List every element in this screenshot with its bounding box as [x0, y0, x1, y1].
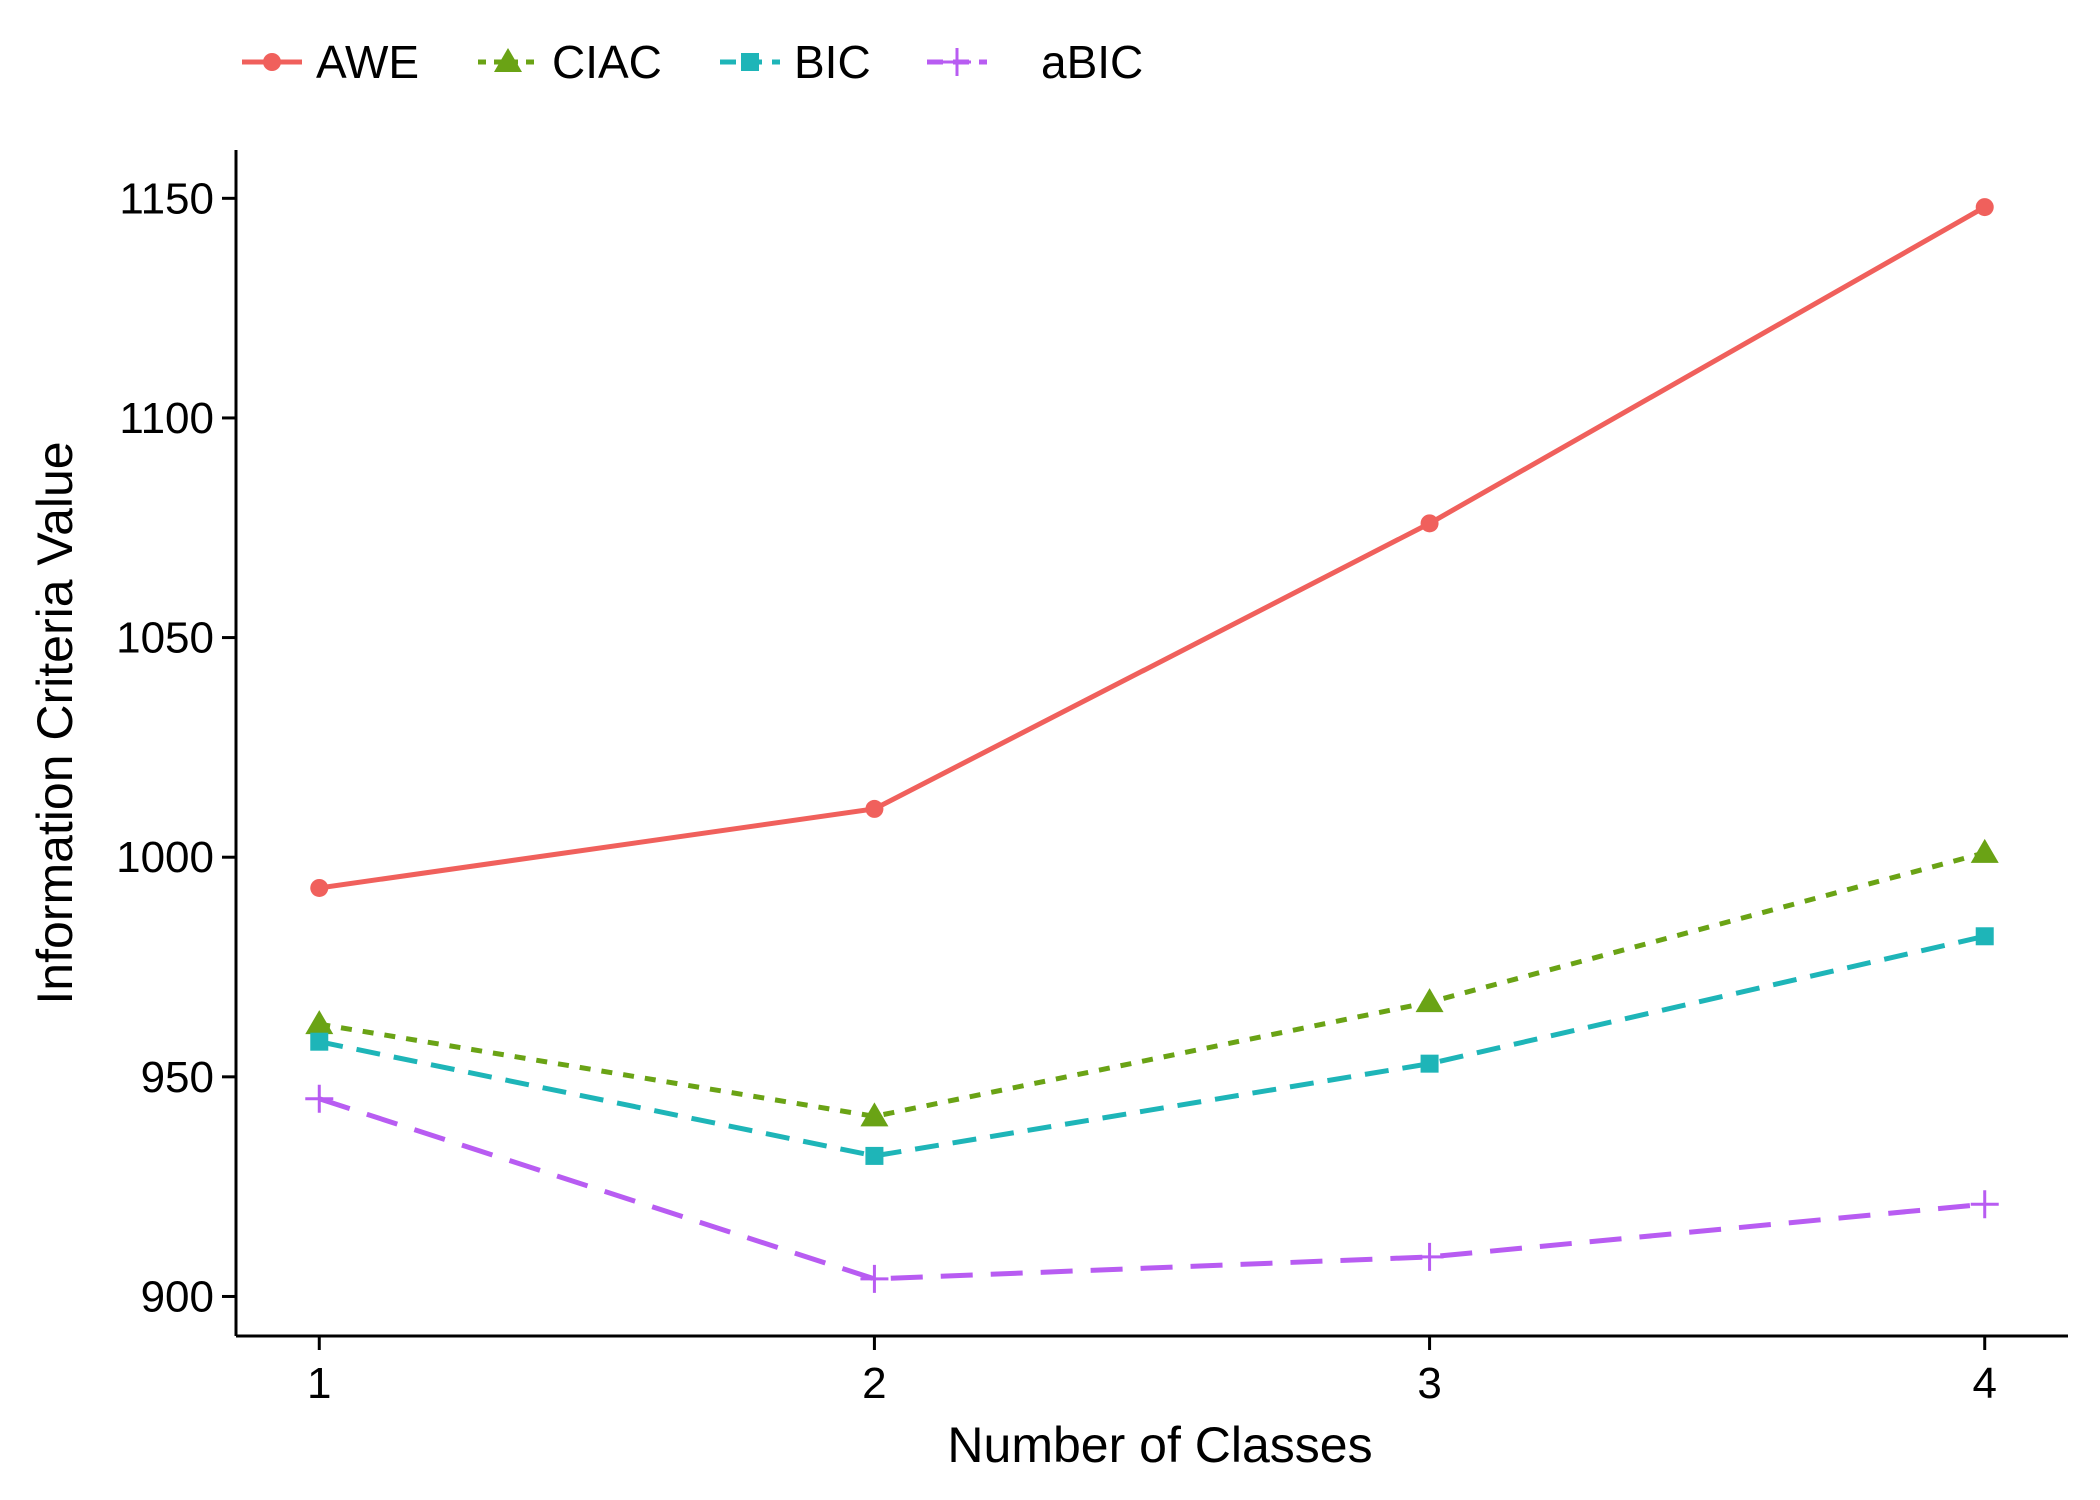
y-tick-label: 1000 [116, 833, 214, 882]
series-awe [310, 198, 1994, 897]
series-line-ciac [318, 850, 1986, 1119]
data-point-awe [310, 878, 329, 897]
data-point-abic [860, 1264, 889, 1293]
legend-key-marker [494, 48, 522, 72]
legend-label: CIAC [552, 36, 662, 88]
y-axis-title: Information Criteria Value [27, 441, 83, 1004]
data-point-bic [1975, 927, 1994, 946]
data-point-ciac [1970, 838, 1999, 863]
x-tick-label: 3 [1417, 1359, 1441, 1408]
series-bic [310, 927, 1994, 1165]
legend-item-awe: AWE [242, 36, 419, 88]
data-point-bic [310, 1032, 329, 1051]
legend-label: BIC [794, 36, 871, 88]
series-line-abic [318, 1096, 1985, 1282]
data-point-awe [1420, 514, 1439, 533]
series-ciac [305, 838, 1999, 1127]
data-point-abic [305, 1084, 334, 1113]
plot-lines [305, 198, 1999, 1293]
axes: 900 950 1000 1050 1100 1150 1 2 3 4 [116, 150, 2068, 1408]
y-tick-label: 900 [141, 1272, 214, 1321]
data-point-awe [865, 799, 884, 818]
legend: AWE CIAC BIC aBIC [242, 36, 1143, 88]
data-point-awe [1975, 198, 1994, 217]
y-tick-label: 1150 [119, 174, 214, 223]
data-point-abic [1970, 1190, 1999, 1219]
legend-item-ciac: CIAC [478, 36, 662, 88]
series-line-bic [318, 933, 1986, 1159]
data-point-bic [865, 1146, 884, 1165]
x-tick-label: 1 [307, 1359, 331, 1408]
data-point-bic [1420, 1054, 1439, 1073]
legend-key-marker [943, 48, 971, 76]
y-tick-label: 1100 [119, 394, 214, 443]
y-tick-label: 950 [141, 1053, 214, 1102]
legend-label: AWE [316, 36, 419, 88]
legend-key-marker [741, 53, 759, 71]
data-point-ciac [305, 1010, 334, 1035]
series-line-awe [318, 204, 1986, 891]
data-point-ciac [1415, 988, 1444, 1013]
x-axis-title: Number of Classes [947, 1417, 1372, 1473]
series-abic [305, 1084, 1999, 1293]
legend-key-marker [263, 53, 281, 71]
legend-item-abic: aBIC [927, 36, 1143, 88]
data-point-ciac [860, 1102, 889, 1127]
y-tick-label: 1050 [116, 614, 214, 663]
x-tick-label: 2 [862, 1359, 886, 1408]
legend-label: aBIC [1041, 36, 1143, 88]
data-point-abic [1415, 1242, 1444, 1271]
legend-item-bic: BIC [720, 36, 871, 88]
x-tick-label: 4 [1972, 1359, 1996, 1408]
